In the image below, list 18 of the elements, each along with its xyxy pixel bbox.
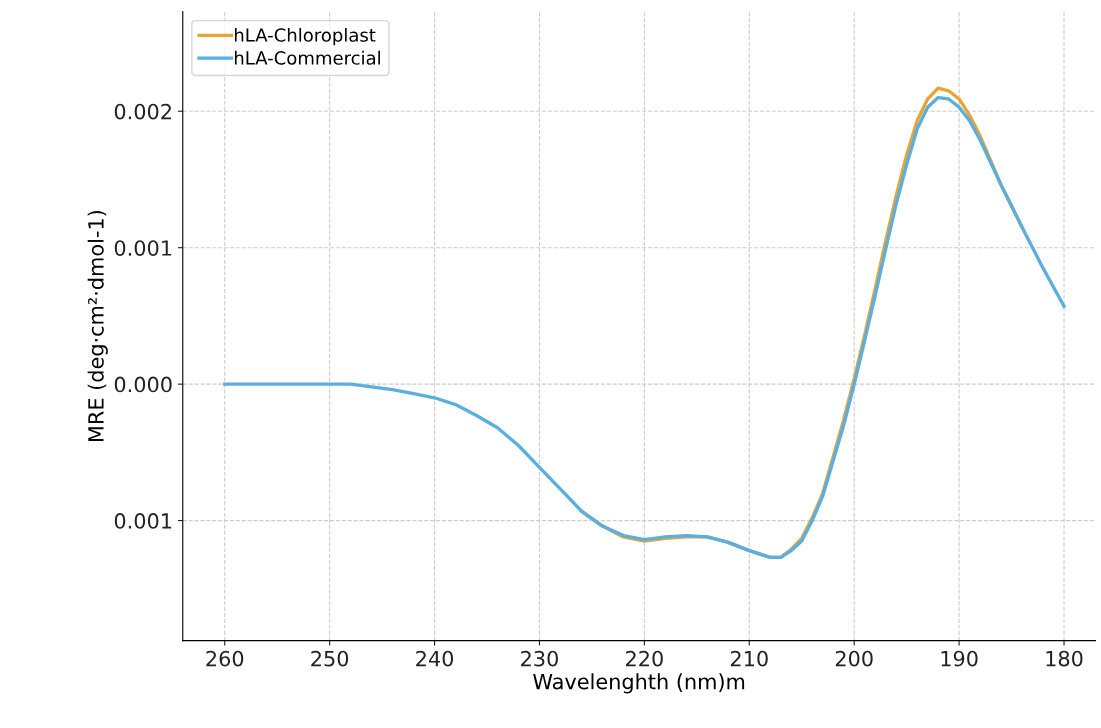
x-tick-label: 260 [206,650,244,667]
x-tick-label: 190 [941,650,978,667]
line-series [223,95,1066,560]
x-tick-label: 180 [1046,650,1083,667]
x-tick-label: 210 [730,650,768,667]
x-axis-title: Wavelenghth (nm)m [533,673,745,694]
x-tick-label: 240 [416,650,454,667]
x-tick-label: 230 [521,650,558,667]
y-tick-label: 0.000 [114,376,172,393]
x-tick-label: 250 [311,650,349,667]
legend-label: hLA-Chloroplast [234,27,376,46]
x-tick-label: 200 [835,650,873,667]
x-tick-label: 220 [626,650,663,667]
y-axis-title: MRE (deg·cm²·dmol-1) [87,210,108,442]
legend-label: hLA-Commercial [234,50,380,65]
y-tick-label: 0.001 [114,513,172,529]
y-tick-label: 0.002 [114,103,171,120]
y-tick-label: 0.001 [114,240,172,256]
